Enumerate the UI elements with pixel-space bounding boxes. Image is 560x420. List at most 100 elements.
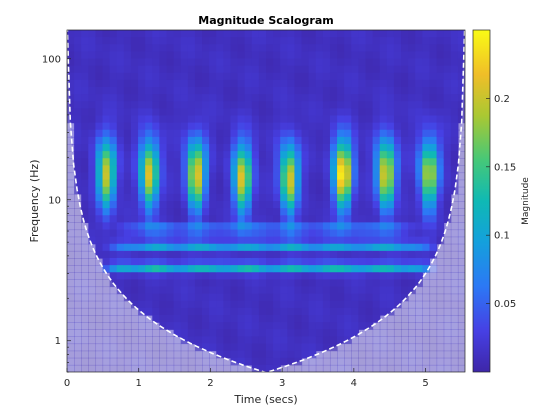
heatmap-cell	[450, 300, 459, 309]
heatmap-cell	[287, 250, 296, 259]
heatmap-cell	[273, 322, 281, 330]
heatmap-cell	[266, 58, 274, 67]
heatmap-cell	[315, 65, 324, 74]
heatmap-cell	[258, 357, 267, 366]
heatmap-cell	[88, 129, 97, 138]
heatmap-cell	[130, 357, 139, 366]
heatmap-cell	[67, 279, 75, 288]
heatmap-cell	[379, 215, 388, 223]
heatmap-cell	[301, 51, 310, 60]
heatmap-cell	[386, 44, 395, 52]
heatmap-cell	[308, 158, 317, 166]
heatmap-cell	[351, 258, 359, 266]
heatmap-cell	[74, 357, 82, 366]
heatmap-cell	[415, 243, 423, 252]
heatmap-cell	[95, 44, 104, 52]
heatmap-cell	[202, 243, 210, 252]
heatmap-cell	[315, 293, 324, 302]
heatmap-cell	[294, 293, 303, 302]
heatmap-cell	[280, 72, 288, 81]
heatmap-cell	[280, 165, 288, 174]
heatmap-cell	[365, 51, 374, 60]
heatmap-cell	[102, 343, 111, 352]
heatmap-cell	[294, 94, 303, 102]
heatmap-cell	[244, 350, 253, 359]
heatmap-cell	[67, 201, 75, 209]
heatmap-cell	[450, 201, 459, 209]
heatmap-cell	[358, 122, 367, 131]
heatmap-cell	[372, 229, 381, 238]
heatmap-cell	[287, 144, 296, 152]
heatmap-cell	[393, 215, 402, 223]
heatmap-cell	[422, 357, 431, 366]
heatmap-cell	[337, 44, 345, 52]
heatmap-cell	[187, 44, 196, 52]
heatmap-cell	[223, 122, 232, 131]
heatmap-cell	[223, 87, 232, 95]
heatmap-cell	[102, 265, 111, 273]
heatmap-cell	[450, 94, 459, 102]
heatmap-cell	[436, 215, 445, 223]
heatmap-cell	[372, 364, 381, 372]
heatmap-cell	[159, 229, 168, 238]
heatmap-cell	[202, 58, 210, 67]
heatmap-cell	[209, 243, 217, 252]
heatmap-cell	[443, 151, 452, 159]
heatmap-cell	[258, 322, 267, 330]
heatmap-cell	[180, 144, 189, 152]
heatmap-cell	[315, 307, 324, 316]
heatmap-cell	[408, 87, 416, 95]
heatmap-cell	[393, 315, 402, 323]
heatmap-cell	[173, 336, 182, 345]
heatmap-cell	[372, 158, 381, 166]
heatmap-cell	[244, 65, 253, 74]
heatmap-cell	[230, 79, 239, 88]
heatmap-cell	[237, 37, 246, 45]
heatmap-cell	[386, 236, 395, 245]
heatmap-cell	[344, 44, 352, 52]
heatmap-cell	[187, 136, 196, 145]
heatmap-cell	[329, 72, 338, 81]
heatmap-cell	[109, 87, 118, 95]
heatmap-cell	[266, 222, 274, 231]
heatmap-cell	[358, 37, 367, 45]
heatmap-cell	[351, 279, 359, 288]
heatmap-cell	[67, 58, 75, 67]
heatmap-cell	[166, 30, 175, 38]
heatmap-cell	[138, 236, 146, 245]
heatmap-cell	[393, 350, 402, 359]
heatmap-cell	[294, 300, 303, 309]
heatmap-cell	[386, 315, 395, 323]
heatmap-cell	[187, 364, 196, 372]
heatmap-cell	[429, 144, 438, 152]
heatmap-cell	[450, 72, 459, 81]
heatmap-cell	[138, 243, 146, 252]
heatmap-cell	[109, 51, 118, 60]
heatmap-cell	[351, 151, 359, 159]
heatmap-cell	[351, 208, 359, 216]
heatmap-cell	[457, 293, 465, 302]
heatmap-cell	[457, 222, 465, 231]
heatmap-cell	[415, 30, 423, 38]
heatmap-cell	[266, 279, 274, 288]
heatmap-cell	[88, 193, 97, 202]
heatmap-cell	[429, 72, 438, 81]
heatmap-cell	[251, 58, 260, 67]
heatmap-cell	[166, 186, 175, 195]
x-tick-label: 3	[279, 378, 285, 389]
heatmap-cell	[209, 300, 217, 309]
heatmap-cell	[244, 315, 253, 323]
heatmap-cell	[159, 144, 168, 152]
heatmap-cell	[429, 151, 438, 159]
heatmap-cell	[209, 101, 217, 109]
heatmap-cell	[322, 158, 331, 166]
heatmap-cell	[130, 186, 139, 195]
heatmap-cell	[287, 136, 296, 145]
heatmap-cell	[202, 129, 210, 138]
heatmap-cell	[379, 250, 388, 259]
heatmap-cell	[116, 87, 125, 95]
heatmap-cell	[244, 58, 253, 67]
heatmap-cell	[287, 265, 296, 273]
heatmap-cell	[81, 300, 89, 309]
heatmap-cell	[329, 44, 338, 52]
